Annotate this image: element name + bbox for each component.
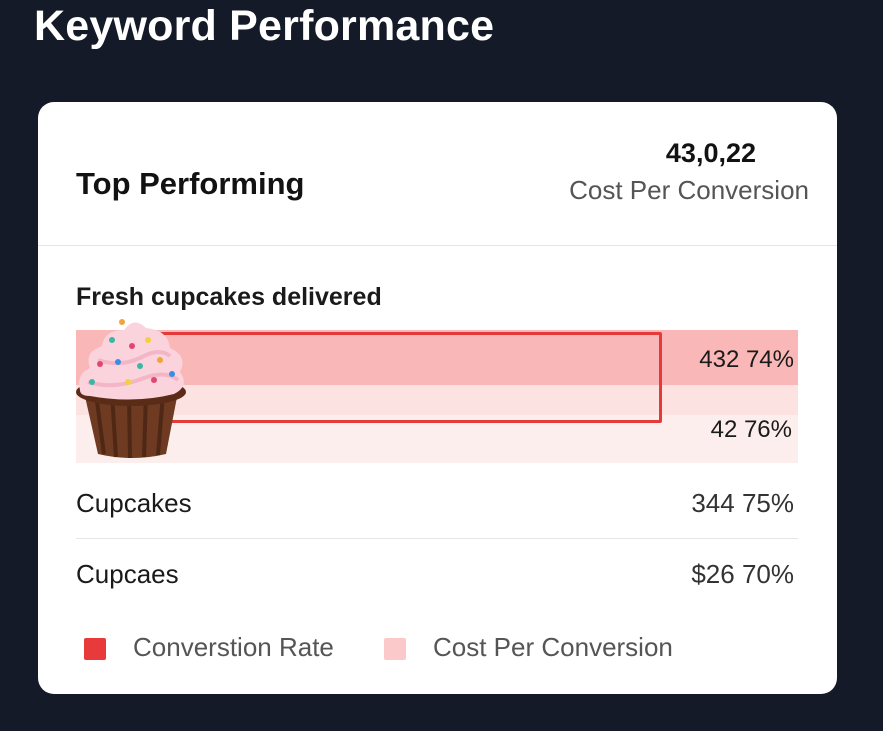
legend-label: Converstion Rate: [133, 632, 334, 662]
keyword-performance-card: Top Performing 43,0,22 Cost Per Conversi…: [38, 102, 837, 694]
keyword-row[interactable]: Cupcakes 344 75%: [76, 468, 798, 539]
metric-label: Cost Per Conversion: [569, 175, 809, 205]
cost-per-conversion-bar: [76, 385, 798, 415]
keyword-row-label: Cupcakes: [76, 488, 192, 518]
featured-value-primary: 432 74%: [699, 346, 794, 373]
keyword-row-label: Cupcaes: [76, 559, 179, 589]
card-header: Top Performing 43,0,22 Cost Per Conversi…: [38, 102, 837, 246]
conversion-rate-bar: [76, 330, 798, 385]
metric-value: 43,0,22: [665, 138, 756, 168]
keyword-row-value: 344 75%: [691, 488, 794, 518]
featured-keyword-bars[interactable]: 432 74% 42 76%: [76, 319, 798, 463]
featured-keyword-label: Fresh cupcakes delivered: [76, 283, 382, 311]
legend: Converstion Rate Cost Per Conversion: [84, 629, 804, 669]
cupcake-icon: [76, 319, 186, 459]
keyword-row[interactable]: Cupcaes $26 70%: [76, 539, 798, 609]
legend-swatch-cost-per-conversion: [384, 638, 406, 660]
highlight-outline: [159, 332, 662, 423]
keyword-row-value: $26 70%: [691, 559, 794, 589]
legend-label: Cost Per Conversion: [433, 632, 673, 662]
legend-swatch-conversion-rate: [84, 638, 106, 660]
page-title: Keyword Performance: [34, 2, 495, 50]
section-title: Top Performing: [76, 166, 305, 201]
featured-value-secondary: 42 76%: [710, 416, 792, 443]
